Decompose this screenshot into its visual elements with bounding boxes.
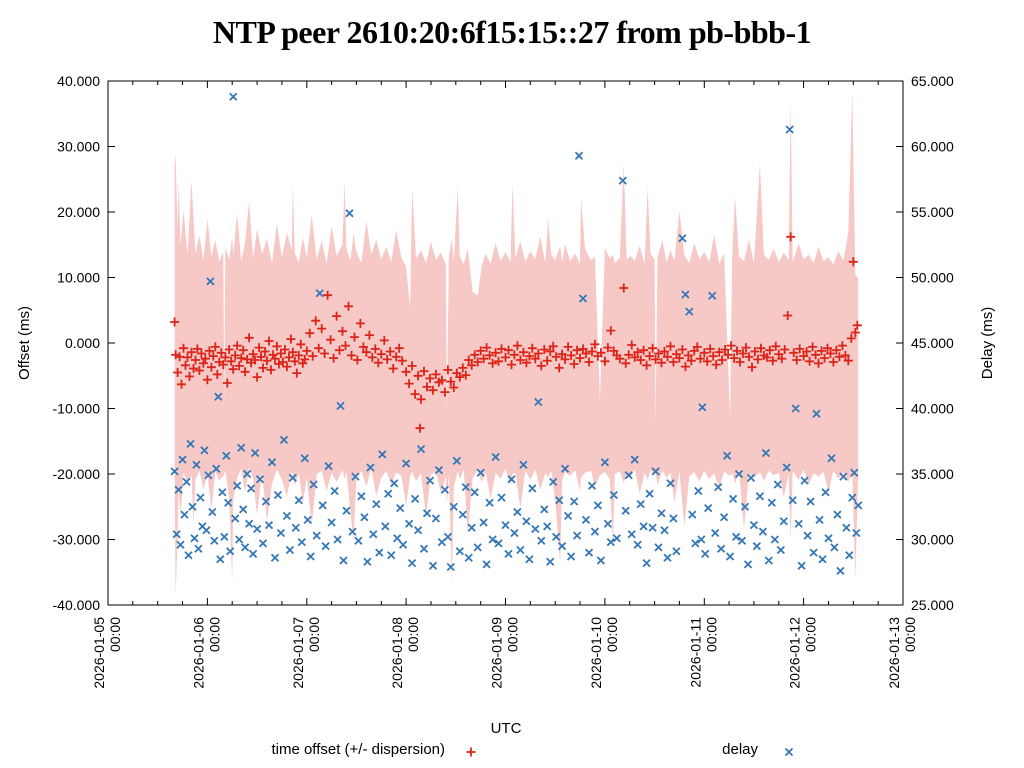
legend-label-delay: delay xyxy=(722,741,758,758)
svg-text:20.000: 20.000 xyxy=(57,204,100,220)
y-axis-label-left: Offset (ms) xyxy=(16,306,33,380)
svg-text:-40.000: -40.000 xyxy=(53,597,101,613)
svg-text:40.000: 40.000 xyxy=(911,401,954,417)
svg-text:0.000: 0.000 xyxy=(65,335,100,351)
svg-text:2026-01-1200:00: 2026-01-1200:00 xyxy=(787,617,819,689)
svg-text:2026-01-1300:00: 2026-01-1300:00 xyxy=(886,617,918,689)
x-axis-label: UTC xyxy=(490,720,522,737)
svg-text:2026-01-1000:00: 2026-01-1000:00 xyxy=(588,617,620,689)
svg-text:25.000: 25.000 xyxy=(911,597,954,613)
svg-text:-10.000: -10.000 xyxy=(53,401,101,417)
y-left-tick-labels: -40.000 -30.000 -20.000 -10.000 0.000 10.000 2… xyxy=(53,73,101,613)
svg-text:55.000: 55.000 xyxy=(911,204,954,220)
svg-text:65.000: 65.000 xyxy=(911,73,954,89)
svg-text:30.000: 30.000 xyxy=(57,139,100,155)
svg-text:35.000: 35.000 xyxy=(911,466,954,482)
svg-text:2026-01-0900:00: 2026-01-0900:00 xyxy=(489,617,521,689)
svg-text:-30.000: -30.000 xyxy=(53,532,101,548)
svg-text:-20.000: -20.000 xyxy=(53,466,101,482)
dispersion-band xyxy=(174,90,859,596)
delay-points xyxy=(170,92,863,576)
y-axis-label-right: Delay (ms) xyxy=(979,306,996,380)
svg-text:2026-01-0700:00: 2026-01-0700:00 xyxy=(290,617,322,689)
svg-text:2026-01-0600:00: 2026-01-0600:00 xyxy=(190,617,222,689)
axis-ticks xyxy=(107,80,904,606)
svg-text:10.000: 10.000 xyxy=(57,270,100,286)
offset-points xyxy=(170,232,862,433)
svg-text:2026-01-0800:00: 2026-01-0800:00 xyxy=(389,617,421,689)
y-right-tick-labels: 25.000 30.000 35.000 40.000 45.000 50.000 55.0… xyxy=(911,73,954,613)
chart-title: NTP peer 2610:20:6f15:15::27 from pb-bbb… xyxy=(212,14,812,50)
svg-text:40.000: 40.000 xyxy=(57,73,100,89)
x-tick-labels: 2026-01-0500:00 2026-01-0600:00 2026-01-07… xyxy=(91,617,918,689)
svg-text:45.000: 45.000 xyxy=(911,335,954,351)
svg-text:30.000: 30.000 xyxy=(911,532,954,548)
svg-text:2026-01-1100:00: 2026-01-1100:00 xyxy=(687,617,719,688)
cross-marker-icon xyxy=(784,747,794,757)
plus-marker-icon xyxy=(466,747,476,757)
svg-text:50.000: 50.000 xyxy=(911,270,954,286)
legend-label-offset: time offset (+/- dispersion) xyxy=(271,741,445,758)
svg-text:2026-01-0500:00: 2026-01-0500:00 xyxy=(91,617,123,689)
svg-text:60.000: 60.000 xyxy=(911,139,954,155)
